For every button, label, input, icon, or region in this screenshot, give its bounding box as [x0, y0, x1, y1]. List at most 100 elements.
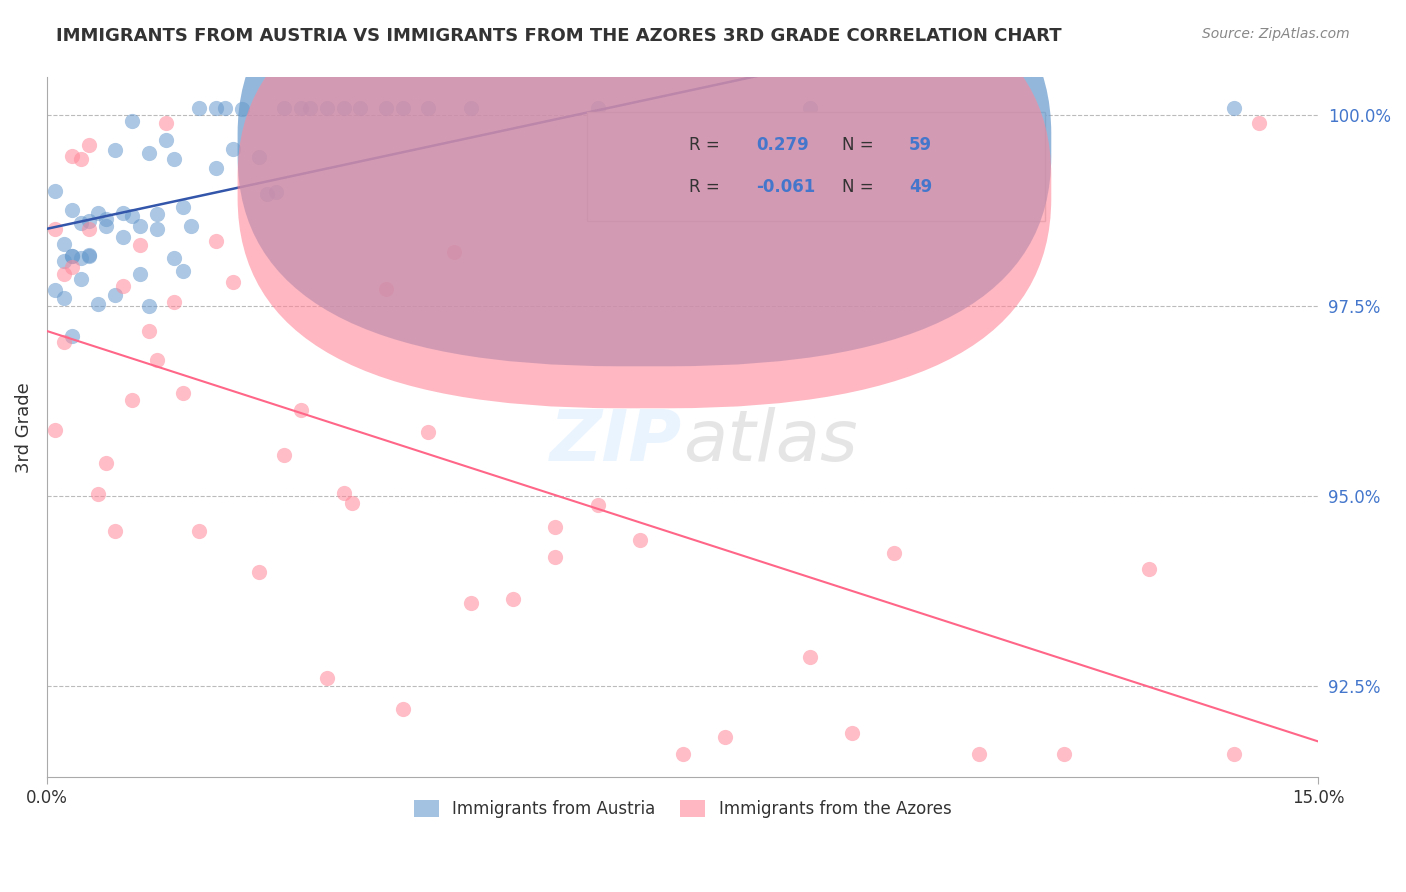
Point: [69, 251, 91, 265]
Y-axis label: 3rd Grade: 3rd Grade: [15, 382, 32, 473]
Point: [77, 222, 100, 236]
Point: [671, 747, 693, 761]
Point: [60, 260, 83, 274]
Point: [392, 702, 415, 716]
Point: [205, 235, 228, 249]
Point: [44, 184, 66, 198]
Text: N =: N =: [842, 178, 873, 196]
Point: [273, 101, 295, 115]
Point: [77, 249, 100, 263]
Point: [60, 249, 83, 263]
Text: atlas: atlas: [682, 407, 858, 475]
Point: [112, 230, 135, 244]
Point: [163, 152, 186, 166]
Point: [172, 264, 194, 278]
Point: [172, 200, 194, 214]
Point: [883, 546, 905, 560]
Text: ZIP: ZIP: [550, 407, 682, 475]
Point: [155, 133, 177, 147]
Text: R =: R =: [689, 178, 720, 196]
Point: [146, 222, 169, 236]
Point: [1247, 116, 1270, 130]
Point: [87, 205, 110, 219]
FancyBboxPatch shape: [588, 112, 1045, 221]
Text: 0.279: 0.279: [756, 136, 808, 154]
Point: [155, 116, 177, 130]
Point: [121, 392, 143, 407]
Point: [332, 486, 354, 500]
Point: [544, 519, 567, 533]
Point: [44, 423, 66, 437]
Point: [1053, 747, 1076, 761]
Point: [231, 102, 253, 116]
Point: [129, 219, 152, 233]
Point: [205, 161, 228, 175]
Point: [214, 101, 236, 115]
Point: [349, 101, 371, 115]
Point: [129, 267, 152, 281]
Point: [273, 448, 295, 462]
Point: [418, 425, 440, 440]
Point: [544, 549, 567, 564]
Point: [172, 385, 194, 400]
Point: [112, 278, 135, 293]
Point: [77, 248, 100, 262]
Point: [129, 238, 152, 252]
Text: N =: N =: [842, 136, 873, 154]
Point: [298, 101, 321, 115]
Point: [138, 146, 160, 161]
Point: [44, 222, 66, 236]
Point: [332, 101, 354, 115]
Point: [104, 144, 127, 158]
FancyBboxPatch shape: [238, 0, 1052, 409]
Point: [799, 649, 821, 664]
Point: [104, 524, 127, 539]
Point: [374, 101, 396, 115]
Point: [247, 565, 270, 579]
Point: [460, 101, 482, 115]
Text: IMMIGRANTS FROM AUSTRIA VS IMMIGRANTS FROM THE AZORES 3RD GRADE CORRELATION CHAR: IMMIGRANTS FROM AUSTRIA VS IMMIGRANTS FR…: [56, 27, 1062, 45]
Point: [163, 295, 186, 310]
Point: [60, 149, 83, 163]
Text: 49: 49: [908, 178, 932, 196]
Text: R =: R =: [689, 136, 720, 154]
Point: [69, 216, 91, 230]
Point: [290, 402, 312, 417]
Point: [714, 730, 737, 744]
Point: [52, 334, 75, 349]
Point: [1137, 562, 1160, 576]
Point: [96, 212, 118, 227]
Point: [799, 101, 821, 115]
FancyBboxPatch shape: [238, 0, 1052, 367]
Text: 59: 59: [908, 136, 932, 154]
Point: [44, 283, 66, 297]
Point: [52, 253, 75, 268]
Point: [264, 186, 287, 200]
Point: [163, 252, 186, 266]
Point: [77, 138, 100, 153]
Point: [502, 592, 524, 607]
Point: [104, 288, 127, 302]
Point: [418, 101, 440, 115]
Point: [138, 299, 160, 313]
Point: [138, 324, 160, 338]
Point: [290, 101, 312, 115]
Point: [60, 249, 83, 263]
Text: Source: ZipAtlas.com: Source: ZipAtlas.com: [1202, 27, 1350, 41]
Point: [146, 353, 169, 368]
Legend: Immigrants from Austria, Immigrants from the Azores: Immigrants from Austria, Immigrants from…: [408, 793, 957, 824]
Point: [256, 187, 278, 202]
Point: [121, 209, 143, 223]
Point: [52, 267, 75, 281]
Point: [96, 219, 118, 233]
Point: [87, 487, 110, 501]
Point: [60, 202, 83, 217]
Point: [392, 101, 415, 115]
Point: [841, 726, 863, 740]
Point: [340, 496, 363, 510]
Point: [69, 152, 91, 166]
Point: [60, 329, 83, 343]
Point: [1222, 101, 1244, 115]
Point: [180, 219, 202, 233]
Point: [52, 291, 75, 305]
